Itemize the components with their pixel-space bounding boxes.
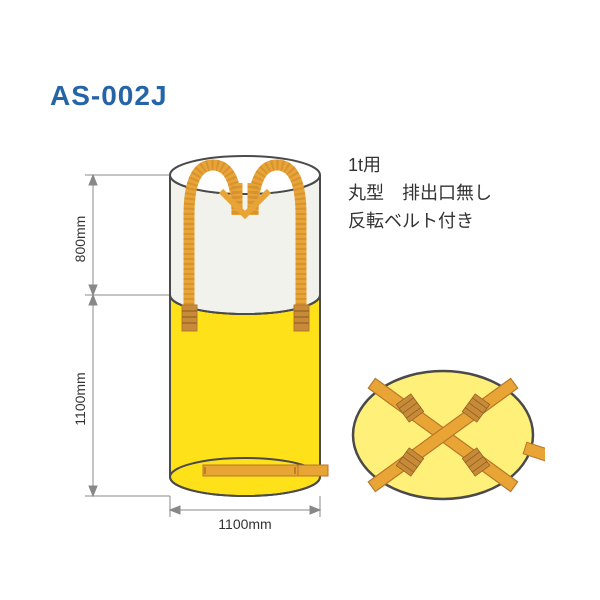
dim-upper-height: 800mm <box>72 216 88 263</box>
product-diagram: 800mm 1100mm 1100mm <box>55 145 545 555</box>
bottom-belt-front <box>203 465 328 476</box>
dim-width: 1100mm <box>218 516 271 532</box>
dim-body-height: 1100mm <box>72 372 88 425</box>
model-code: AS-002J <box>50 80 168 112</box>
bottom-view <box>353 371 545 499</box>
